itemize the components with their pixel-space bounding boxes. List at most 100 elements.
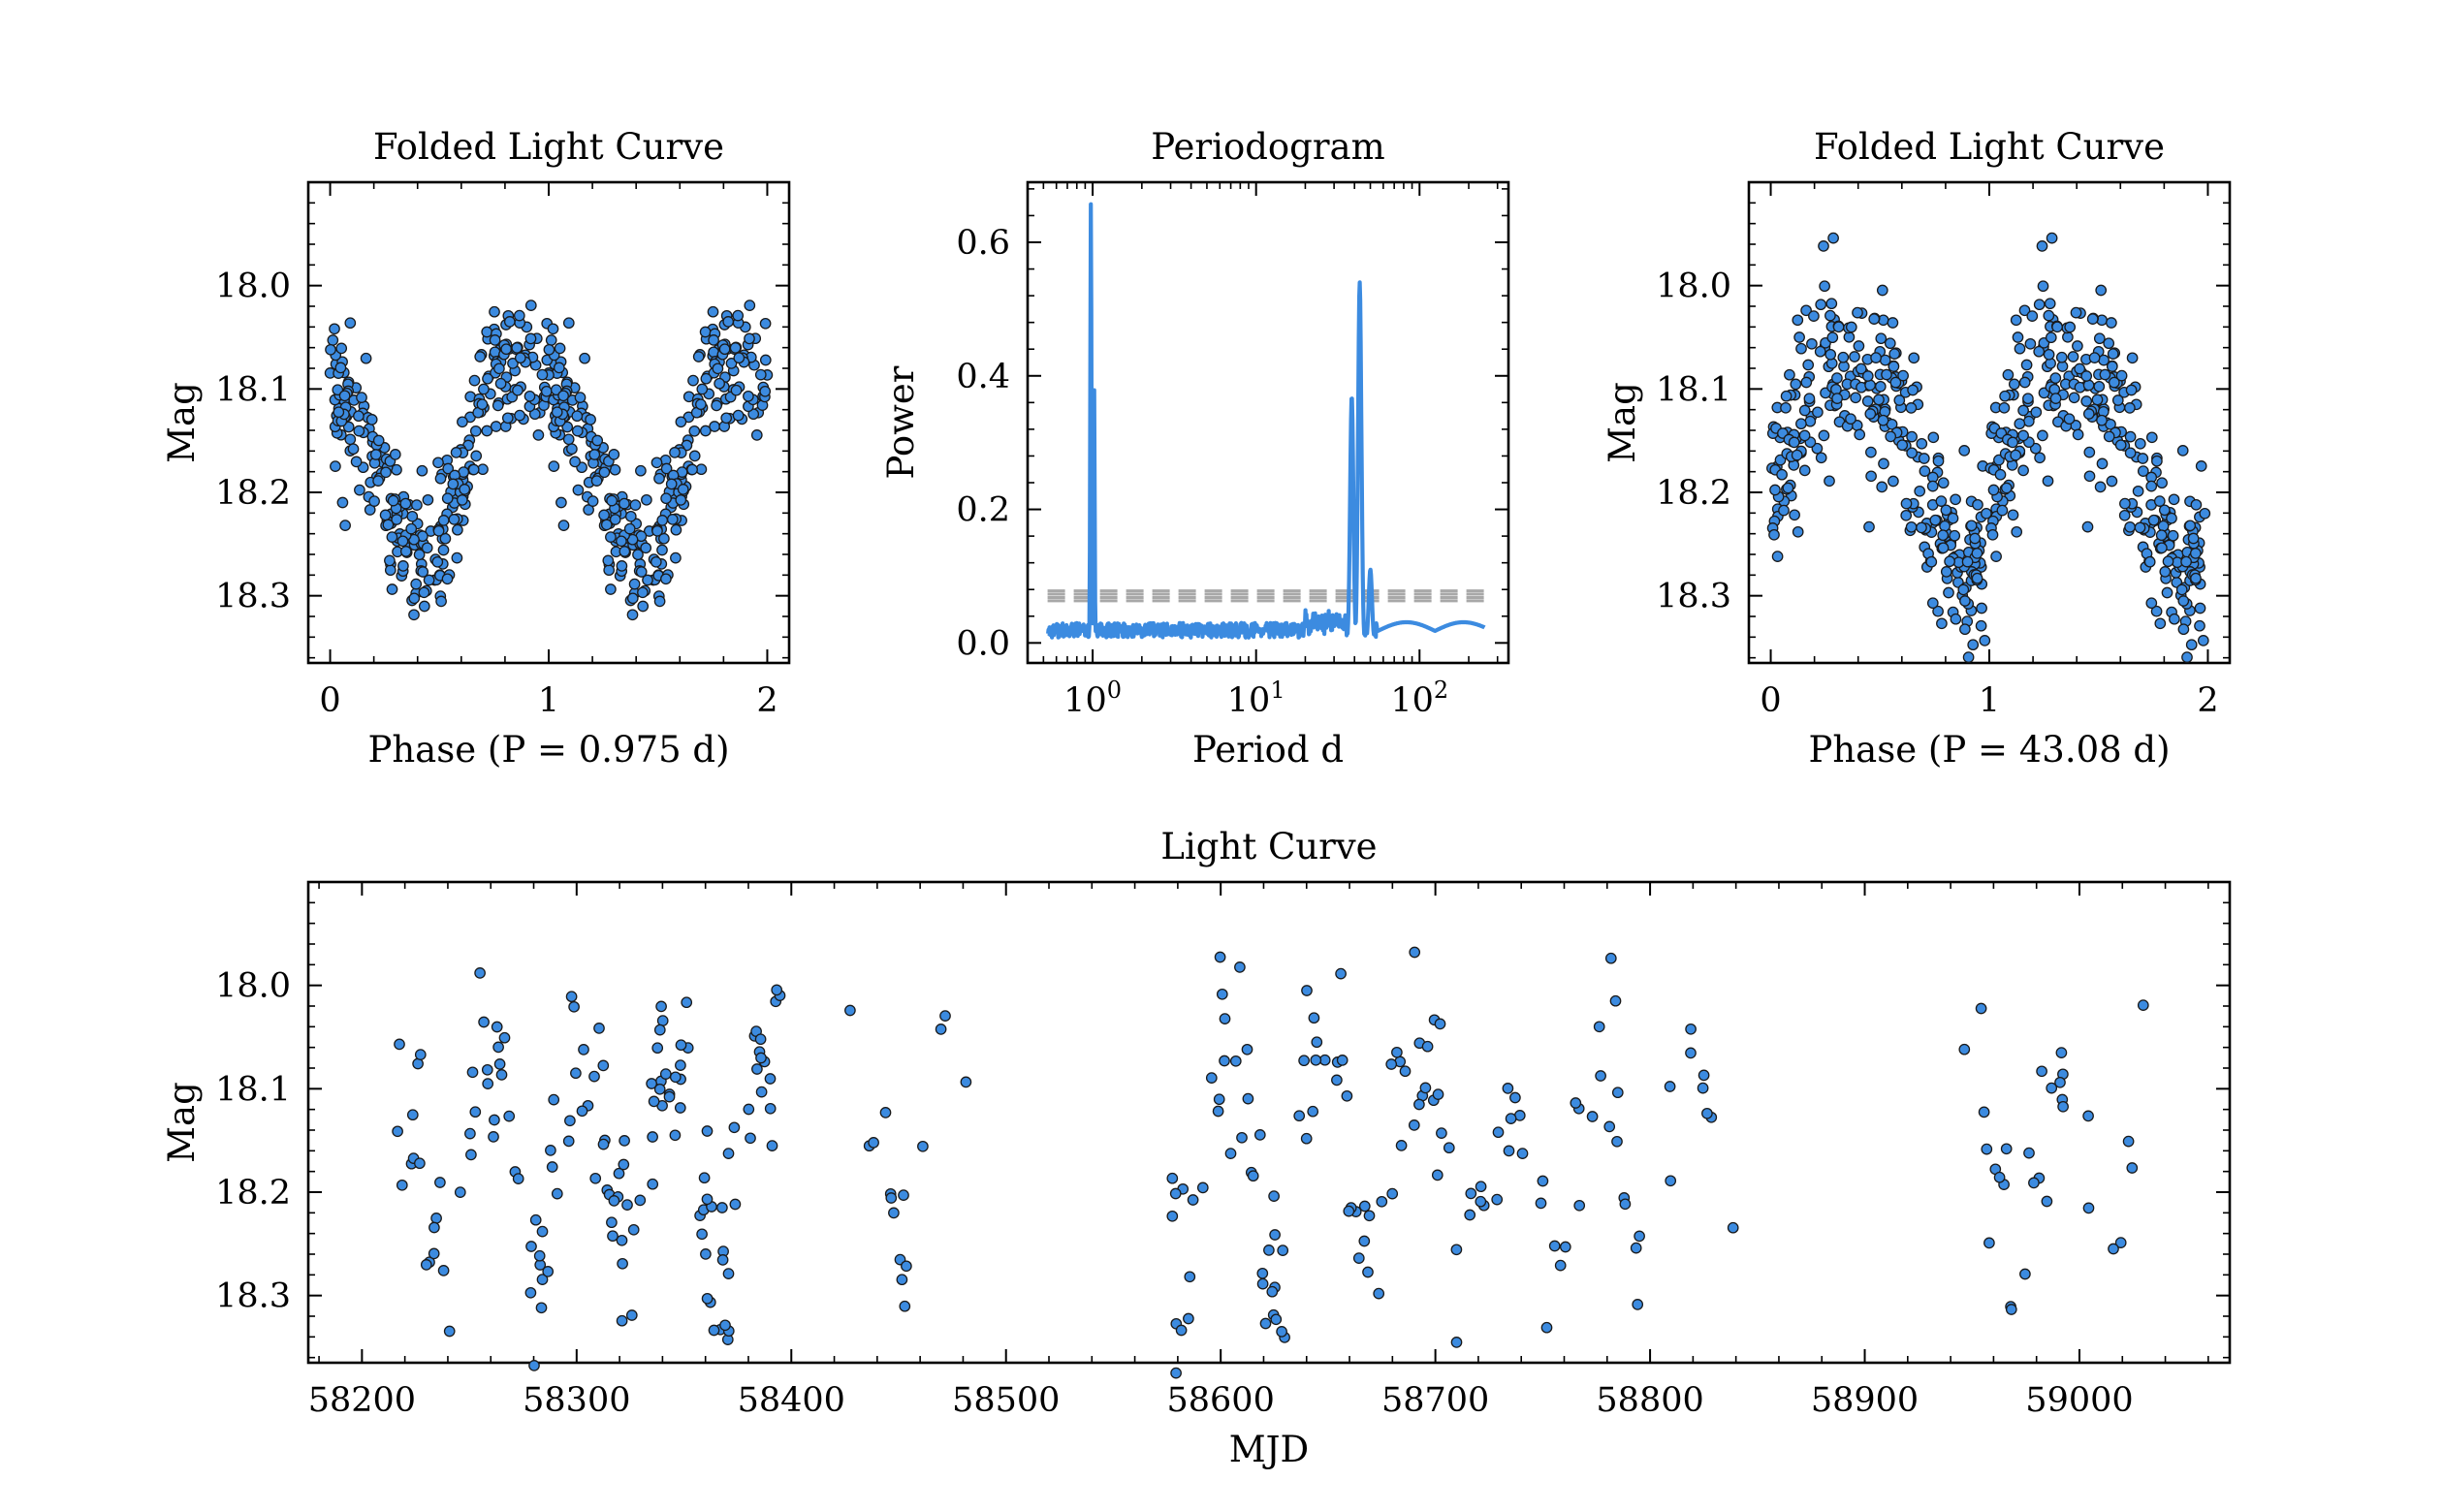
data-point (1832, 321, 1845, 333)
data-point (2057, 1100, 2069, 1113)
data-point (2099, 368, 2111, 381)
data-point (1937, 477, 1950, 489)
data-point (1944, 555, 1955, 568)
data-point (1336, 1055, 1348, 1066)
data-point (2072, 340, 2083, 352)
data-point (336, 496, 349, 509)
data-point (406, 1109, 419, 1121)
y-tick-label: 0.6 (956, 224, 1010, 263)
y-tick-label: 18.1 (215, 370, 291, 409)
data-point (1253, 1129, 1266, 1141)
data-point (422, 493, 434, 506)
data-point (2156, 477, 2168, 489)
data-point (562, 317, 575, 330)
data-point (1436, 1127, 1447, 1139)
data-point (653, 472, 665, 485)
data-point (879, 1107, 892, 1118)
data-point (417, 566, 429, 578)
data-point (598, 509, 610, 521)
data-point (564, 1115, 576, 1127)
data-point (627, 1223, 640, 1236)
data-point (1792, 314, 1804, 327)
data-point (2194, 602, 2206, 614)
data-point (1169, 1187, 1182, 1200)
y-tick-label: 18.1 (1656, 370, 1731, 409)
data-point (1604, 952, 1617, 964)
data-point (1409, 946, 1421, 959)
data-point (759, 385, 772, 397)
data-point (1431, 1169, 1444, 1181)
data-point (1905, 402, 1918, 414)
y-tick-label: 18.0 (215, 967, 291, 1006)
data-point (2177, 595, 2190, 607)
data-point (339, 520, 351, 531)
data-point (670, 551, 682, 564)
data-point (469, 425, 482, 437)
data-point (2083, 470, 2096, 483)
data-point (536, 1225, 549, 1238)
data-point (688, 450, 701, 462)
data-point (1503, 1145, 1515, 1157)
data-point (759, 317, 772, 330)
data-point (1965, 520, 1978, 532)
data-point (751, 1063, 763, 1075)
data-point (1806, 337, 1818, 350)
data-point (2126, 1162, 2139, 1174)
data-point (743, 1103, 755, 1116)
data-point (1983, 1237, 1995, 1249)
data-point (1630, 1242, 1642, 1254)
data-point (716, 1202, 728, 1213)
data-point (598, 466, 611, 479)
data-point (1475, 1195, 1487, 1208)
data-point (1593, 1021, 1605, 1033)
data-point (372, 475, 384, 487)
data-point (514, 352, 526, 364)
data-point (1981, 1143, 1993, 1155)
data-point (659, 1068, 672, 1080)
data-point (1184, 1271, 1196, 1283)
data-point (750, 429, 763, 441)
data-point (1876, 481, 1888, 493)
data-point (379, 509, 392, 521)
data-point (2184, 520, 2197, 532)
data-point (1837, 351, 1850, 363)
data-point (637, 586, 649, 599)
data-point (2022, 393, 2034, 405)
data-point (647, 1131, 658, 1143)
data-point (489, 334, 501, 346)
data-point (1385, 1058, 1398, 1070)
data-point (1432, 1088, 1444, 1100)
data-point (2000, 482, 2013, 494)
data-point (2106, 317, 2117, 329)
data-point (1918, 453, 1930, 464)
data-point (618, 1158, 630, 1171)
data-point (764, 1073, 777, 1085)
data-point (1358, 1235, 1371, 1247)
data-point (1849, 351, 1860, 362)
data-point (729, 1198, 742, 1211)
data-point (2074, 362, 2086, 375)
data-point (1949, 529, 1961, 542)
data-point (1888, 361, 1900, 372)
data-point (2175, 583, 2188, 596)
data-point (1421, 1040, 1434, 1053)
data-point (1861, 370, 1874, 382)
data-point (1981, 507, 1992, 520)
data-point (2036, 240, 2048, 252)
data-point (2134, 521, 2146, 534)
data-point (2093, 380, 2106, 393)
scatter-points (324, 299, 774, 621)
data-point (536, 1274, 549, 1285)
data-point (2063, 413, 2076, 425)
data-point (1975, 619, 1987, 632)
data-point (1166, 1210, 1179, 1222)
data-point (2051, 321, 2063, 333)
data-point (1819, 280, 1830, 293)
data-point (1876, 284, 1888, 297)
data-point (568, 1000, 580, 1013)
data-point (1932, 455, 1945, 467)
data-point (917, 1140, 929, 1152)
data-point (1395, 1140, 1408, 1151)
data-point (1812, 406, 1824, 419)
data-point (699, 425, 712, 437)
